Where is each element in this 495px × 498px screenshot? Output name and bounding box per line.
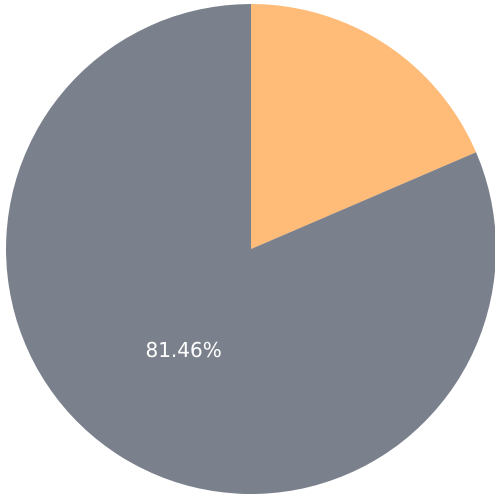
pie-slice	[251, 4, 477, 249]
slice-label: 81.46%	[145, 338, 221, 362]
pie-slice	[6, 4, 495, 494]
